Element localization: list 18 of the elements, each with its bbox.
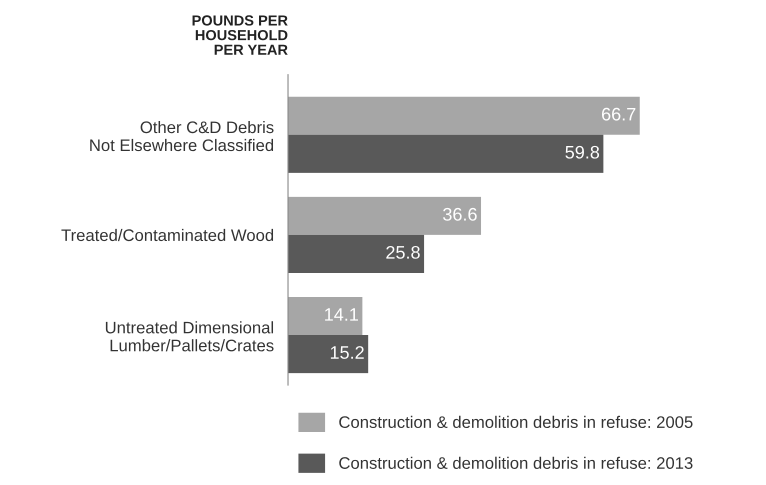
legend-label: Construction & demolition debris in refuse: 2013	[339, 456, 693, 469]
data-label: 15.2	[330, 346, 364, 359]
data-label: 14.1	[325, 308, 358, 321]
y-tick-label: Untreated Dimensional Lumber/Pallets/Crates	[106, 321, 274, 352]
bar	[288, 134, 604, 173]
data-label: 36.6	[443, 208, 477, 221]
bar	[288, 234, 424, 273]
bar	[288, 296, 362, 336]
bar	[288, 96, 640, 135]
data-label: 59.8	[565, 146, 600, 159]
bar	[288, 335, 368, 374]
y-tick-label: Other C&D Debris Not Elsewhere Classified	[90, 120, 274, 152]
chart-title: POUNDS PER HOUSEHOLD PER YEAR	[192, 15, 288, 55]
y-tick-label: Treated/Contaminated Wood	[61, 228, 274, 242]
data-label: 66.7	[602, 108, 636, 121]
legend-label: Construction & demolition debris in refuse: 2005	[339, 416, 693, 428]
bar	[288, 196, 482, 235]
data-label: 25.8	[386, 246, 420, 259]
